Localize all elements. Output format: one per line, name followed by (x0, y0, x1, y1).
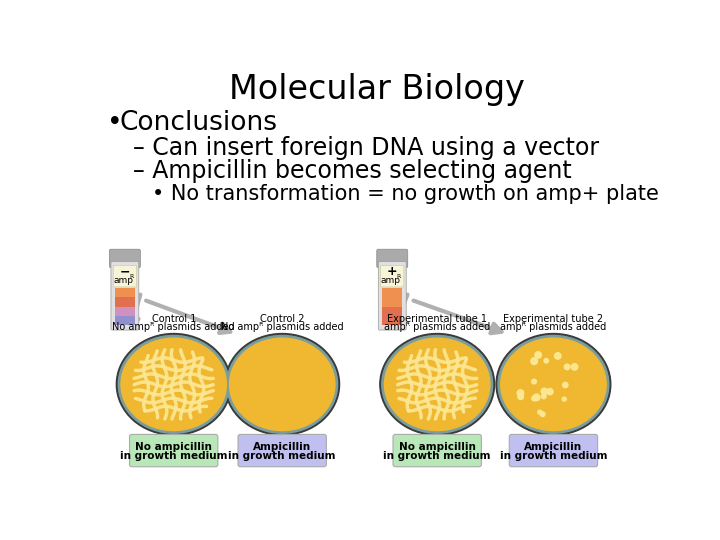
Ellipse shape (225, 334, 340, 435)
FancyBboxPatch shape (114, 316, 135, 326)
Text: ampᴿ plasmids added: ampᴿ plasmids added (384, 322, 490, 332)
Ellipse shape (118, 335, 229, 433)
Text: in growth medium: in growth medium (384, 451, 491, 461)
Text: in growth medium: in growth medium (500, 451, 607, 461)
Ellipse shape (562, 382, 568, 388)
Text: Control 1: Control 1 (151, 314, 196, 325)
Ellipse shape (230, 338, 335, 430)
FancyBboxPatch shape (382, 288, 402, 307)
Text: R: R (396, 274, 400, 279)
Ellipse shape (532, 379, 536, 384)
Ellipse shape (517, 390, 523, 396)
Ellipse shape (541, 388, 547, 394)
FancyBboxPatch shape (509, 434, 598, 467)
Text: ampᴿ plasmids added: ampᴿ plasmids added (500, 322, 606, 332)
Text: Molecular Biology: Molecular Biology (229, 73, 525, 106)
FancyBboxPatch shape (113, 265, 137, 287)
Ellipse shape (384, 338, 490, 430)
Text: • No transformation = no growth on amp+ plate: • No transformation = no growth on amp+ … (152, 184, 659, 204)
FancyBboxPatch shape (238, 434, 326, 467)
FancyBboxPatch shape (382, 307, 402, 326)
Ellipse shape (546, 388, 553, 395)
Text: Conclusions: Conclusions (120, 110, 277, 136)
FancyBboxPatch shape (114, 297, 135, 307)
Text: Control 2: Control 2 (260, 314, 305, 325)
Ellipse shape (121, 338, 226, 430)
Text: •: • (107, 110, 122, 136)
Text: – Ampicillin becomes selecting agent: – Ampicillin becomes selecting agent (132, 159, 572, 183)
Ellipse shape (571, 364, 577, 370)
Text: No ampicillin: No ampicillin (399, 442, 476, 453)
FancyBboxPatch shape (381, 265, 404, 287)
Ellipse shape (544, 359, 549, 363)
Ellipse shape (496, 334, 611, 435)
Text: No ampicillin: No ampicillin (135, 442, 212, 453)
Text: – Can insert foreign DNA using a vector: – Can insert foreign DNA using a vector (132, 136, 599, 160)
FancyBboxPatch shape (393, 434, 482, 467)
Text: Experimental tube 2: Experimental tube 2 (503, 314, 603, 325)
Text: No ampᴿ plasmids added: No ampᴿ plasmids added (112, 322, 235, 332)
Ellipse shape (532, 396, 536, 401)
Ellipse shape (564, 364, 570, 370)
Ellipse shape (382, 335, 492, 433)
Text: Experimental tube 1: Experimental tube 1 (387, 314, 487, 325)
Text: +: + (387, 265, 397, 278)
FancyBboxPatch shape (114, 307, 135, 316)
Ellipse shape (538, 410, 541, 414)
Ellipse shape (531, 358, 538, 365)
Ellipse shape (541, 412, 545, 416)
Text: Ampicillin: Ampicillin (253, 442, 311, 453)
Text: R: R (129, 274, 133, 279)
Ellipse shape (554, 353, 561, 359)
Ellipse shape (541, 394, 546, 399)
Text: No ampᴿ plasmids added: No ampᴿ plasmids added (221, 322, 343, 332)
Ellipse shape (380, 334, 495, 435)
FancyBboxPatch shape (109, 249, 140, 268)
Ellipse shape (500, 338, 606, 430)
Ellipse shape (117, 334, 231, 435)
Ellipse shape (227, 335, 338, 433)
Text: −: − (120, 265, 130, 278)
Ellipse shape (518, 394, 523, 400)
Ellipse shape (534, 394, 540, 401)
Text: amp: amp (113, 275, 133, 285)
Text: in growth medium: in growth medium (120, 451, 228, 461)
FancyBboxPatch shape (377, 249, 408, 268)
Ellipse shape (562, 397, 566, 401)
FancyBboxPatch shape (114, 288, 135, 297)
Ellipse shape (498, 335, 609, 433)
Text: in growth medium: in growth medium (228, 451, 336, 461)
FancyBboxPatch shape (378, 261, 406, 330)
Ellipse shape (535, 352, 541, 358)
Text: Ampicillin: Ampicillin (524, 442, 582, 453)
Text: amp: amp (381, 275, 401, 285)
FancyBboxPatch shape (130, 434, 218, 467)
FancyBboxPatch shape (111, 261, 139, 330)
